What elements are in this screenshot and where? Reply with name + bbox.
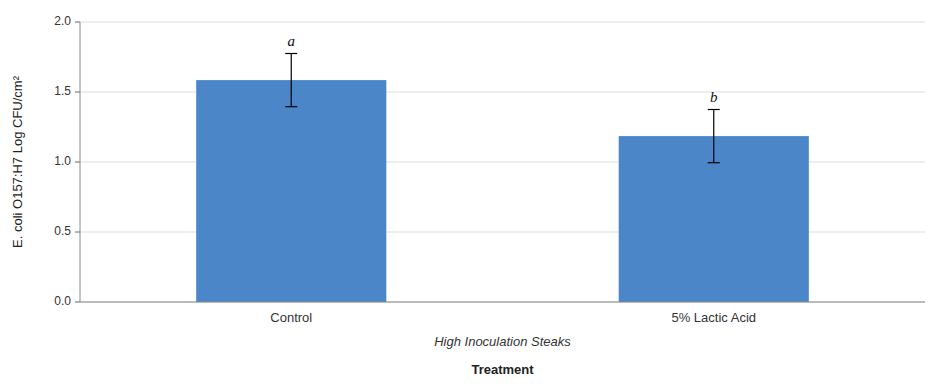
error-cap — [285, 53, 297, 54]
grid-line — [80, 302, 925, 303]
y-tick-label: 2.0 — [54, 14, 71, 28]
y-tick-label: 1.5 — [54, 84, 71, 98]
y-tick — [75, 162, 80, 163]
significance-label: a — [288, 33, 296, 49]
error-bar — [708, 110, 720, 163]
error-cap — [708, 162, 720, 163]
y-tick-label: 0.5 — [54, 224, 71, 238]
bar — [196, 80, 386, 302]
y-tick — [75, 302, 80, 303]
error-cap — [285, 106, 297, 107]
plot-area — [196, 54, 809, 303]
subtitle: High Inoculation Steaks — [434, 334, 571, 349]
x-axis-label: Treatment — [471, 362, 534, 377]
x-tick-label: 5% Lactic Acid — [671, 310, 756, 325]
significance-label: b — [710, 89, 718, 105]
x-tick-label: Control — [270, 310, 312, 325]
error-bar — [285, 54, 297, 107]
chart-svg: 0.0 0.5 1.0 1.5 2.0 a b Control 5% Lactic Acid Hi… — [0, 0, 949, 388]
x-axis-line — [80, 302, 925, 303]
error-stem — [713, 110, 714, 163]
y-axis-line — [80, 22, 81, 302]
error-cap — [708, 109, 720, 110]
y-axis-label: E. coli O157:H7 Log CFU/cm² — [10, 75, 25, 248]
chart-container: 0.0 0.5 1.0 1.5 2.0 a b Control 5% Lactic Acid Hi… — [0, 0, 949, 388]
y-tick-label: 0.0 — [54, 294, 71, 308]
y-tick — [75, 22, 80, 23]
y-tick — [75, 92, 80, 93]
grid-line — [80, 22, 925, 23]
error-stem — [291, 54, 292, 107]
y-tick-label: 1.0 — [54, 154, 71, 168]
y-tick — [75, 232, 80, 233]
